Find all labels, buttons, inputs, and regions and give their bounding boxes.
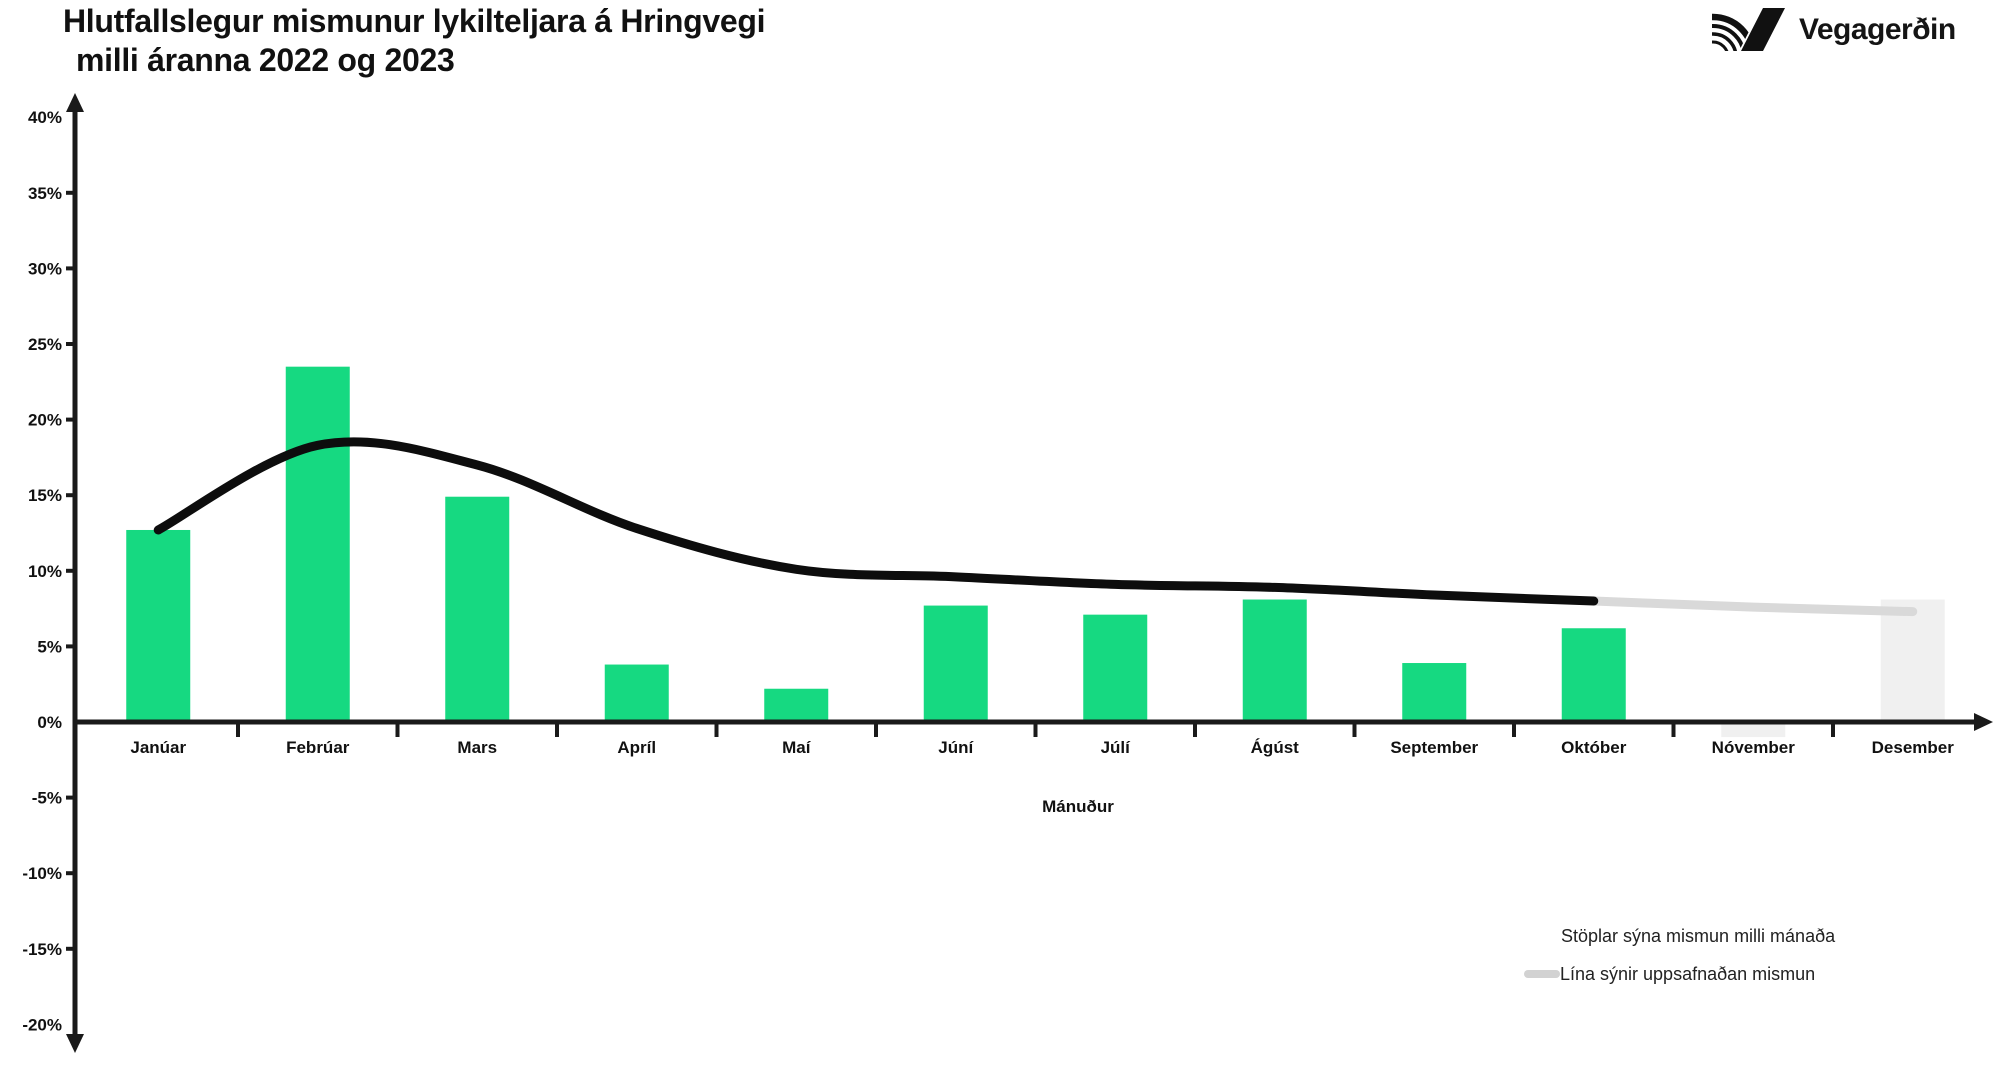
x-tick-label-Maí: Maí bbox=[782, 738, 812, 757]
bar-Ágúst bbox=[1242, 599, 1307, 722]
chart-title-line2: milli áranna 2022 og 2023 bbox=[76, 42, 455, 78]
y-tick-label: 30% bbox=[28, 259, 62, 278]
cumulative-line bbox=[153, 437, 1599, 606]
legend-bars-label: Stöplar sýna mismun milli mánaða bbox=[1561, 925, 1836, 946]
y-axis-arrow-up bbox=[66, 93, 84, 112]
x-tick-label-September: September bbox=[1390, 738, 1478, 757]
x-tick-label-Nóvember: Nóvember bbox=[1712, 738, 1796, 757]
y-tick-label: 0% bbox=[37, 713, 62, 732]
y-axis-arrow-down bbox=[66, 1034, 84, 1053]
bar-Apríl bbox=[604, 664, 669, 722]
y-tick-label: 20% bbox=[28, 411, 62, 430]
x-tick-label-Febrúar: Febrúar bbox=[286, 738, 350, 757]
bar-Febrúar bbox=[285, 366, 350, 722]
legend-row-bars: Stöplar sýna mismun milli mánaða bbox=[1524, 917, 1835, 955]
bar-Júlí bbox=[1083, 614, 1148, 722]
vegagerdin-logo-icon bbox=[1712, 8, 1785, 51]
x-tick-label-Apríl: Apríl bbox=[617, 738, 656, 757]
chart-title-line1: Hlutfallslegur mismunur lykilteljara á H… bbox=[63, 3, 766, 39]
x-tick-label-Ágúst: Ágúst bbox=[1251, 738, 1300, 757]
legend-line-label: Lína sýnir uppsafnaðan mismun bbox=[1560, 963, 1816, 984]
legend: Stöplar sýna mismun milli mánaða Lína sý… bbox=[1524, 917, 1835, 993]
x-axis-arrow-right bbox=[1974, 713, 1993, 731]
y-tick-label: 40% bbox=[28, 108, 62, 127]
bar-Janúar bbox=[126, 529, 191, 722]
y-tick-label: 5% bbox=[37, 637, 62, 656]
chart-title: Hlutfallslegur mismunur lykilteljara á H… bbox=[63, 2, 766, 80]
x-tick-label-Júlí: Júlí bbox=[1101, 738, 1132, 757]
y-tick-label: -15% bbox=[22, 940, 62, 959]
x-tick-label-Júní: Júní bbox=[938, 738, 974, 757]
bar-Júní bbox=[923, 605, 988, 722]
y-tick-label: -20% bbox=[22, 1015, 62, 1034]
y-tick-label: 10% bbox=[28, 562, 62, 581]
vegagerdin-logo-text: Vegagerðin bbox=[1799, 12, 1956, 46]
legend-bars-swatch bbox=[1524, 932, 1561, 940]
x-tick-label-Október: Október bbox=[1561, 738, 1627, 757]
bar-Október bbox=[1561, 628, 1626, 722]
legend-line-swatch bbox=[1524, 970, 1560, 978]
bar-Nóvember bbox=[1721, 722, 1786, 738]
bar-Maí bbox=[764, 688, 829, 722]
x-tick-label-Janúar: Janúar bbox=[130, 738, 186, 757]
bar-September bbox=[1402, 663, 1467, 722]
x-tick-label-Mars: Mars bbox=[457, 738, 497, 757]
bar-Mars bbox=[445, 496, 510, 722]
legend-row-line: Lína sýnir uppsafnaðan mismun bbox=[1524, 955, 1835, 993]
y-tick-label: -5% bbox=[32, 789, 62, 808]
y-tick-label: 35% bbox=[28, 184, 62, 203]
y-tick-label: 15% bbox=[28, 486, 62, 505]
y-tick-label: 25% bbox=[28, 335, 62, 354]
bar-Desember bbox=[1880, 599, 1945, 722]
y-tick-label: -10% bbox=[22, 864, 62, 883]
vegagerdin-logo: Vegagerðin bbox=[1712, 8, 1956, 51]
x-axis-title: Mánuður bbox=[1042, 797, 1114, 816]
cumulative-line-estimated bbox=[1589, 596, 1918, 617]
x-tick-label-Desember: Desember bbox=[1872, 738, 1955, 757]
